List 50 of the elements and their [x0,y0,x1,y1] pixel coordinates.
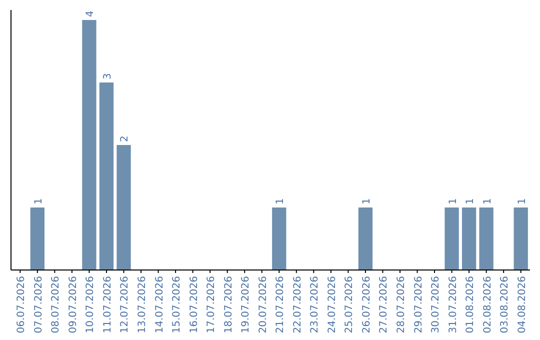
x-tick-label: 22.07.2026 [292,276,304,334]
x-tick-label: 12.07.2026 [120,276,131,334]
x-tick-label: 28.07.2026 [396,276,407,334]
bar [82,20,96,270]
x-tick-label: 04.08.2026 [516,276,528,334]
bar [462,208,476,270]
bar [479,208,494,270]
x-tick-label: 23.07.2026 [310,276,321,334]
bar [30,208,44,270]
data-label: 1 [275,198,286,204]
x-tick-label: 27.07.2026 [378,276,390,334]
x-tick-label: 11.07.2026 [102,276,114,334]
x-tick-label: 13.07.2026 [137,276,148,334]
x-tick-label: 03.08.2026 [500,276,511,334]
x-tick-label: 02.08.2026 [482,276,494,334]
data-label: 1 [465,198,476,204]
x-tick-label: 07.07.2026 [33,276,44,334]
x-tick-label: 08.07.2026 [50,276,62,334]
data-label: 1 [482,198,494,204]
x-tick-label: 24.07.2026 [326,276,338,334]
data-label: 1 [33,198,44,204]
data-label: 2 [120,136,131,142]
x-tick-label: 26.07.2026 [361,276,372,334]
data-label: 1 [448,198,459,204]
x-tick-label: 19.07.2026 [240,276,252,334]
x-tick-label: 31.07.2026 [448,276,459,334]
data-label: 3 [102,73,114,80]
x-tick-label: 17.07.2026 [206,276,218,334]
x-tick-label: 06.07.2026 [16,276,28,334]
x-tick-label: 30.07.2026 [430,276,442,334]
x-tick-label: 09.07.2026 [68,276,79,334]
data-label: 1 [516,198,528,204]
data-label: 4 [85,10,96,17]
bar [272,208,286,270]
bar [358,208,373,270]
x-tick-label: 20.07.2026 [258,276,269,334]
x-tick-label: 21.07.2026 [275,276,286,334]
bar [99,82,114,270]
data-label: 1 [361,198,372,204]
x-tick-label: 01.08.2026 [465,276,476,334]
bar [514,208,528,270]
x-tick-label: 16.07.2026 [188,276,200,334]
x-tick-label: 15.07.2026 [172,276,183,334]
x-tick-label: 10.07.2026 [85,276,96,334]
x-tick-label: 14.07.2026 [154,276,166,334]
x-tick-label: 25.07.2026 [344,276,356,334]
bar [444,208,459,270]
x-tick-label: 18.07.2026 [223,276,234,334]
x-tick-label: 29.07.2026 [413,276,424,334]
bar [116,145,131,270]
